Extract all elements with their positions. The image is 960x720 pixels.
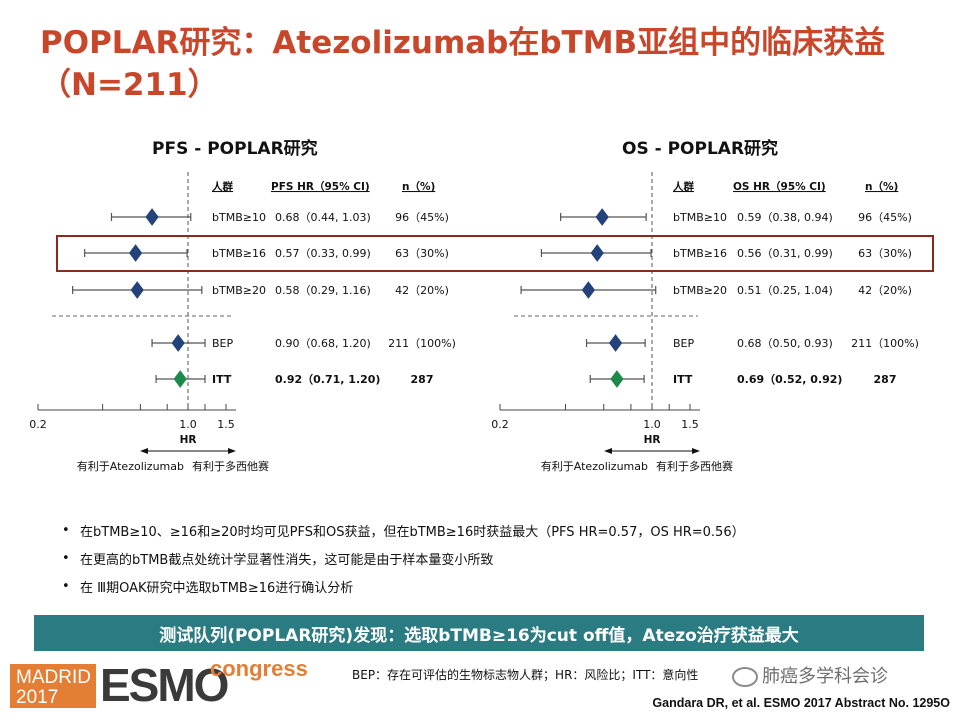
favors-right-label: 有利于多西他赛 xyxy=(656,459,733,473)
row-n-text: 96（45%) xyxy=(858,211,912,224)
favor-arrow-left-head xyxy=(140,448,148,454)
hr-diamond xyxy=(130,281,144,299)
bullet-text: 在更高的bTMB截点处统计学显著性消失，这可能是由于样本量变小所致 xyxy=(80,552,494,568)
row-label: bTMB≥10 xyxy=(212,211,266,224)
x-tick-label: 1.5 xyxy=(217,418,235,431)
row-hr-text: 0.69（0.52, 0.92) xyxy=(737,373,842,386)
row-hr-text: 0.92（0.71, 1.20) xyxy=(275,373,380,386)
row-label: bTMB≥10 xyxy=(673,211,727,224)
favor-arrow-right-head xyxy=(228,448,236,454)
wechat-icon xyxy=(732,667,758,687)
row-label: bTMB≥20 xyxy=(673,284,727,297)
row-n-text: 63（30%) xyxy=(858,247,912,260)
row-label: bTMB≥20 xyxy=(212,284,266,297)
row-hr-text: 0.58（0.29, 1.16) xyxy=(275,284,371,297)
bullet-item: • 在bTMB≥10、≥16和≥20时均可见PFS和OS获益，但在bTMB≥16时… xyxy=(62,522,745,540)
row-label: ITT xyxy=(212,373,232,386)
watermark: 肺癌多学科会诊 xyxy=(732,662,888,688)
citation: Gandara DR, et al. ESMO 2017 Abstract No… xyxy=(652,696,950,710)
favors-left-label: 有利于Atezolizumab xyxy=(541,459,648,473)
x-tick-label: 1.0 xyxy=(643,418,661,431)
esmo-logo: MADRID 2017 ESMO congress xyxy=(10,656,310,718)
x-axis-label: HR xyxy=(644,434,661,446)
row-n-text: 42（20%) xyxy=(858,284,912,297)
hr-diamond xyxy=(608,334,623,352)
hr-diamond xyxy=(590,244,604,262)
logo-year: 2017 xyxy=(16,687,59,708)
favor-arrow-left-head xyxy=(604,448,612,454)
bullet-text: 在bTMB≥10、≥16和≥20时均可见PFS和OS获益，但在bTMB≥16时获… xyxy=(80,524,745,540)
madrid-badge: MADRID 2017 xyxy=(10,664,96,708)
os-plot-title: OS - POPLAR研究 xyxy=(622,139,779,159)
pfs-plot-title: PFS - POPLAR研究 xyxy=(152,139,318,159)
footnote: BEP：存在可评估的生物标志物人群；HR：风险比；ITT：意向性 xyxy=(352,668,699,682)
column-header: 人群 xyxy=(212,180,233,193)
watermark-text: 肺癌多学科会诊 xyxy=(762,666,888,687)
row-label: BEP xyxy=(212,337,233,350)
column-header: OS HR（95% CI) xyxy=(733,180,826,193)
favors-right-label: 有利于多西他赛 xyxy=(192,459,269,473)
row-label: bTMB≥16 xyxy=(673,247,727,260)
row-label: BEP xyxy=(673,337,694,350)
hr-diamond xyxy=(171,334,185,352)
row-hr-text: 0.51（0.25, 1.04) xyxy=(737,284,833,297)
bullet-item: • 在 Ⅲ期OAK研究中选取bTMB≥16进行确认分析 xyxy=(62,578,354,596)
row-hr-text: 0.68（0.44, 1.03) xyxy=(275,211,371,224)
row-n-text: 211（100%) xyxy=(851,337,919,350)
hr-diamond xyxy=(595,208,609,226)
bullet-list: • 在bTMB≥10、≥16和≥20时均可见PFS和OS获益，但在bTMB≥16时… xyxy=(62,516,745,600)
row-n-text: 42（20%) xyxy=(395,284,449,297)
row-n-text: 287 xyxy=(411,373,434,386)
bullet-text: 在 Ⅲ期OAK研究中选取bTMB≥16进行确认分析 xyxy=(80,580,354,596)
row-hr-text: 0.90（0.68, 1.20) xyxy=(275,337,371,350)
hr-diamond xyxy=(145,208,159,226)
hr-diamond xyxy=(128,244,143,262)
row-hr-text: 0.57（0.33, 0.99) xyxy=(275,247,371,260)
row-n-text: 63（30%) xyxy=(395,247,449,260)
row-label: ITT xyxy=(673,373,693,386)
row-hr-text: 0.59（0.38, 0.94) xyxy=(737,211,833,224)
row-n-text: 287 xyxy=(874,373,897,386)
x-tick-label: 1.0 xyxy=(179,418,197,431)
forest-plots: 人群 PFS HR（95% CI) n（%) bTMB≥10 0.68（0.44, 1.… xyxy=(29,172,934,473)
bullet-item: • 在更高的bTMB截点处统计学显著性消失，这可能是由于样本量变小所致 xyxy=(62,550,494,568)
x-tick-label: 0.2 xyxy=(491,418,509,431)
highlight-box-btmb16 xyxy=(56,235,934,272)
column-header: PFS HR（95% CI) xyxy=(271,180,370,193)
row-n-text: 211（100%) xyxy=(388,337,456,350)
row-hr-text: 0.56（0.31, 0.99) xyxy=(737,247,833,260)
page-title: POPLAR研究：Atezolizumab在bTMB亚组中的临床获益（N=211… xyxy=(40,25,886,103)
logo-suffix: congress xyxy=(210,656,308,681)
conclusion-banner: 测试队列(POPLAR研究)发现：选取bTMB≥16为cut off值，Atez… xyxy=(34,615,924,651)
x-tick-label: 0.2 xyxy=(29,418,47,431)
column-header: n（%) xyxy=(865,180,898,193)
row-n-text: 96（45%) xyxy=(395,211,449,224)
favors-left-label: 有利于Atezolizumab xyxy=(77,459,184,473)
column-header: 人群 xyxy=(673,180,694,193)
hr-diamond xyxy=(581,281,596,299)
x-axis-label: HR xyxy=(180,434,197,446)
logo-city: MADRID xyxy=(16,667,91,688)
column-header: n（%) xyxy=(402,180,435,193)
x-tick-label: 1.5 xyxy=(681,418,699,431)
hr-diamond xyxy=(173,370,187,388)
logo-brand: ESMO xyxy=(100,659,229,711)
row-label: bTMB≥16 xyxy=(212,247,266,260)
hr-diamond xyxy=(610,370,624,388)
row-hr-text: 0.68（0.50, 0.93) xyxy=(737,337,833,350)
favor-arrow-right-head xyxy=(692,448,700,454)
